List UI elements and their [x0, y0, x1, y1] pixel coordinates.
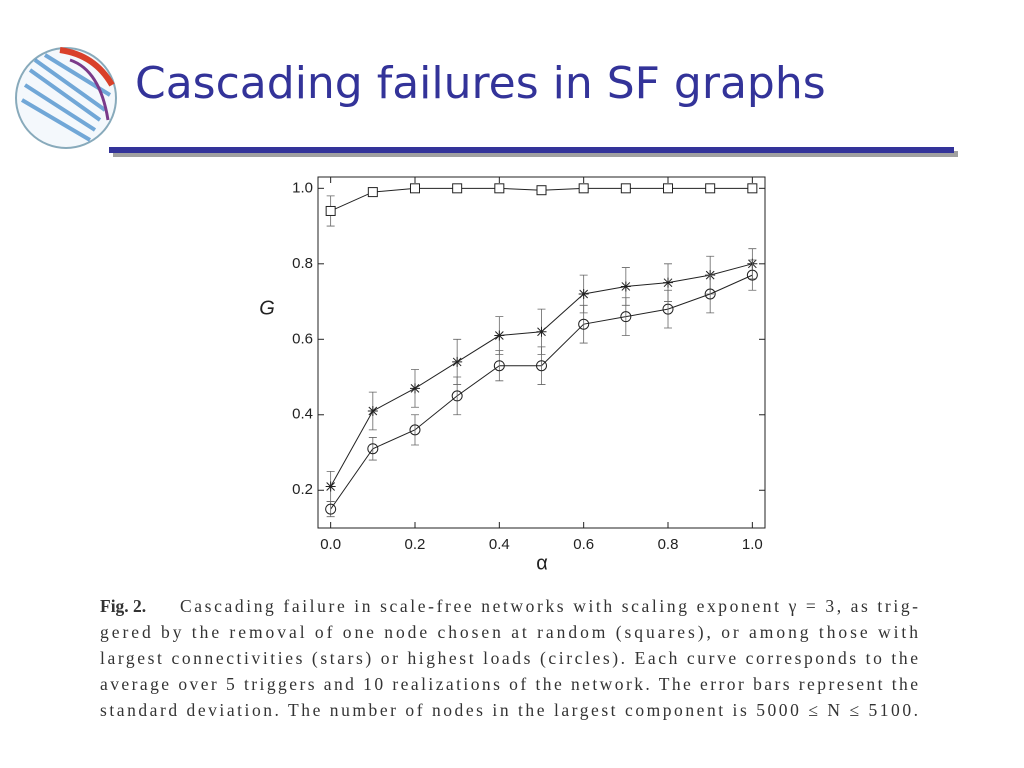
x-tick-label: 0.4: [489, 536, 510, 553]
caption-line: average over 5 triggers and 10 realizati…: [100, 674, 918, 694]
logo: [15, 47, 117, 149]
square-marker: [494, 183, 505, 194]
circle-marker: [493, 360, 505, 372]
error-bar: [537, 346, 546, 385]
x-tick-label: 0.0: [320, 536, 341, 553]
y-tick-label: 0.6: [292, 330, 313, 347]
star-marker: [325, 481, 336, 492]
title-rule: [109, 147, 954, 153]
error-bar: [579, 304, 588, 344]
circle-marker: [409, 424, 421, 436]
star-marker: [409, 383, 420, 394]
error-bar: [368, 437, 377, 461]
plot-frame: [317, 176, 766, 529]
star-marker: [452, 356, 463, 367]
y-tick-label: 0.2: [292, 481, 313, 498]
x-tick-label: 0.8: [658, 536, 679, 553]
square-marker: [452, 183, 463, 194]
caption-line: largest connectivities (stars) or highes…: [100, 648, 918, 668]
x-tick-label: 0.2: [405, 536, 426, 553]
error-bar: [748, 259, 757, 291]
square-marker: [536, 185, 547, 196]
square-marker: [620, 183, 631, 194]
x-tick-label: 1.0: [742, 536, 763, 553]
caption-line: standard deviation. The number of nodes …: [100, 700, 918, 720]
star-marker: [620, 281, 631, 292]
circle-marker: [704, 288, 716, 300]
square-marker: [409, 183, 420, 194]
square-marker: [367, 187, 378, 198]
x-tick-label: 0.6: [573, 536, 594, 553]
circle-marker: [451, 390, 463, 402]
y-tick-label: 1.0: [292, 179, 313, 196]
circle-marker: [746, 269, 758, 281]
circle-marker: [662, 303, 674, 315]
error-bar: [706, 274, 715, 314]
error-bar: [453, 376, 462, 416]
square-marker: [325, 205, 336, 216]
title-rule-shadow: [113, 151, 958, 157]
star-marker: [536, 326, 547, 337]
square-marker: [578, 183, 589, 194]
error-bar: [495, 350, 504, 382]
error-bar: [664, 289, 673, 329]
star-marker: [578, 289, 589, 299]
star-marker: [494, 330, 505, 341]
y-tick-label: 0.4: [292, 406, 313, 423]
square-marker: [663, 183, 674, 194]
circle-marker: [536, 360, 547, 372]
y-axis-label: G: [259, 297, 275, 319]
y-tick-label: 0.8: [292, 255, 313, 272]
x-axis-label: α: [536, 552, 548, 574]
star-marker: [367, 406, 378, 416]
star-marker: [663, 277, 674, 288]
slide-title: Cascading failures in SF graphs: [135, 58, 826, 109]
error-bar: [410, 414, 419, 446]
square-marker: [747, 183, 758, 194]
error-bar: [621, 297, 630, 336]
circle-marker: [367, 443, 379, 455]
circle-marker: [325, 503, 337, 515]
circle-marker: [620, 311, 632, 323]
circle-marker: [578, 318, 590, 330]
caption-label: Fig. 2.: [100, 596, 146, 616]
square-marker: [705, 183, 716, 194]
caption-line: Cascading failure in scale-free networks…: [180, 596, 918, 616]
caption-line: gered by the removal of one node chosen …: [100, 622, 918, 642]
